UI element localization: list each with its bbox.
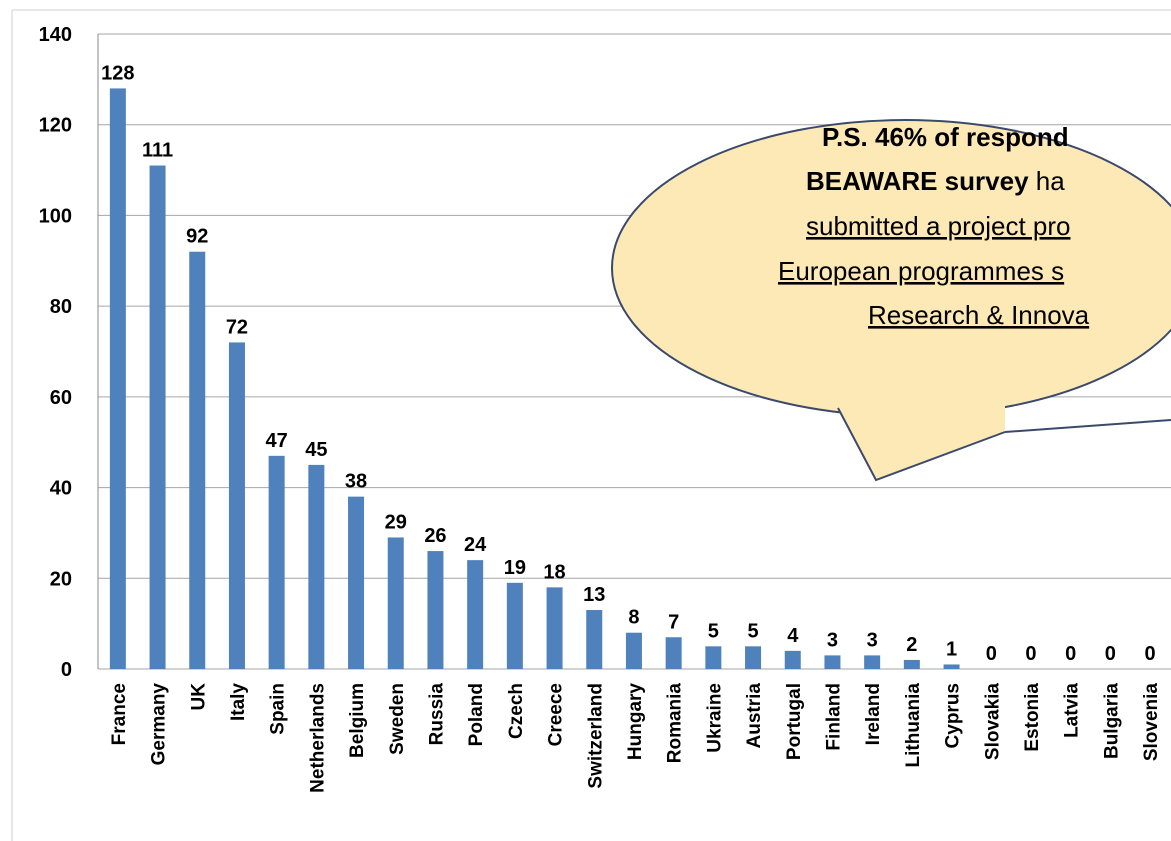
callout-text: ha bbox=[1029, 166, 1066, 196]
x-tick-label: Latvia bbox=[1062, 683, 1083, 738]
bar bbox=[427, 551, 444, 669]
x-tick-label: Spain bbox=[268, 683, 289, 735]
y-tick-label: 80 bbox=[50, 296, 72, 318]
value-label: 47 bbox=[266, 430, 288, 452]
value-label: 92 bbox=[186, 226, 208, 248]
callout-line: Research & Innova bbox=[868, 300, 1090, 330]
x-tick-label: Finland bbox=[823, 683, 844, 751]
y-tick-label: 120 bbox=[39, 115, 72, 137]
callout-line: P.S. 46% of respond bbox=[822, 122, 1069, 152]
x-tick-label: Hungary bbox=[625, 683, 646, 761]
value-label: 13 bbox=[583, 584, 605, 606]
x-tick-label: Slovakia bbox=[982, 683, 1003, 761]
value-label: 24 bbox=[464, 534, 487, 556]
value-label: 0 bbox=[1144, 643, 1155, 665]
x-tick-label: Switzerland bbox=[585, 683, 606, 789]
bar bbox=[625, 632, 642, 669]
bar bbox=[387, 537, 404, 669]
value-label: 5 bbox=[708, 620, 719, 642]
value-label: 18 bbox=[543, 561, 565, 583]
callout-edge bbox=[1004, 419, 1171, 433]
x-tick-label: Ukraine bbox=[704, 683, 725, 753]
value-label: 3 bbox=[827, 629, 838, 651]
value-label: 128 bbox=[101, 62, 134, 84]
value-label: 2 bbox=[906, 634, 917, 656]
x-tick-label: Bulgaria bbox=[1101, 683, 1122, 759]
bar bbox=[864, 655, 881, 669]
bar bbox=[903, 659, 920, 669]
x-tick-label: Cyprus bbox=[943, 683, 964, 748]
x-tick-label: Sweden bbox=[387, 683, 408, 755]
y-tick-label: 60 bbox=[50, 387, 72, 409]
x-tick-label: Lithuania bbox=[903, 683, 924, 768]
bar bbox=[705, 646, 722, 669]
x-tick-label: Austria bbox=[744, 683, 765, 749]
bar bbox=[228, 342, 245, 669]
value-label: 3 bbox=[867, 629, 878, 651]
bar bbox=[109, 88, 126, 669]
callout-tail bbox=[838, 395, 1005, 480]
bar bbox=[308, 464, 325, 669]
x-tick-label: Germany bbox=[149, 683, 170, 766]
x-tick-label: France bbox=[109, 683, 130, 745]
value-label: 0 bbox=[986, 643, 997, 665]
value-label: 5 bbox=[747, 620, 758, 642]
bar bbox=[665, 637, 682, 669]
x-tick-label: Slovenia bbox=[1141, 683, 1162, 762]
bar bbox=[348, 496, 365, 669]
callout-line: European programmes s bbox=[778, 256, 1064, 286]
x-tick-label: Czech bbox=[506, 683, 527, 739]
callout-tail-edge bbox=[837, 407, 1006, 482]
y-tick-label: 40 bbox=[50, 478, 72, 500]
value-label: 29 bbox=[385, 511, 407, 533]
bar bbox=[149, 165, 166, 670]
bar bbox=[506, 582, 523, 669]
value-label: 7 bbox=[668, 611, 679, 633]
value-label: 45 bbox=[305, 439, 327, 461]
value-label: 1 bbox=[946, 638, 957, 660]
y-tick-label: 0 bbox=[61, 659, 72, 681]
bar bbox=[586, 610, 603, 669]
callout-line: BEAWARE survey ha bbox=[806, 166, 1065, 196]
value-label: 72 bbox=[226, 316, 248, 338]
value-label: 8 bbox=[628, 607, 639, 629]
callout-line: submitted a project pro bbox=[806, 211, 1070, 241]
x-tick-label: Estonia bbox=[1022, 683, 1043, 752]
x-tick-label: Poland bbox=[466, 683, 487, 746]
bar bbox=[268, 455, 285, 669]
x-tick-label: Ireland bbox=[863, 683, 884, 745]
callout: P.S. 46% of respond BEAWARE survey ha su… bbox=[611, 119, 1171, 482]
x-tick-label: Belgium bbox=[347, 683, 368, 758]
x-tick-label: UK bbox=[188, 683, 209, 711]
x-tick-label: Creece bbox=[546, 683, 567, 746]
value-label: 19 bbox=[504, 557, 526, 579]
x-tick-label: Romania bbox=[665, 683, 686, 764]
bar bbox=[943, 664, 960, 669]
bar bbox=[467, 560, 484, 669]
y-tick-label: 100 bbox=[39, 205, 72, 227]
bar bbox=[745, 646, 762, 669]
value-label: 0 bbox=[1065, 643, 1076, 665]
value-label: 0 bbox=[1025, 643, 1036, 665]
y-tick-label: 20 bbox=[50, 568, 72, 590]
x-tick-label: Netherlands bbox=[307, 683, 328, 793]
value-label: 38 bbox=[345, 471, 367, 493]
x-tick-label: Portugal bbox=[784, 683, 805, 760]
bar bbox=[189, 251, 206, 669]
bar bbox=[784, 650, 801, 669]
value-label: 4 bbox=[787, 625, 799, 647]
bar bbox=[824, 655, 841, 669]
x-tick-label: Italy bbox=[228, 683, 249, 721]
y-tick-label: 140 bbox=[39, 24, 72, 46]
value-label: 0 bbox=[1105, 643, 1116, 665]
value-label: 26 bbox=[424, 525, 446, 547]
bar bbox=[546, 587, 563, 669]
x-tick-label: Russia bbox=[426, 683, 447, 746]
callout-bold: BEAWARE survey bbox=[806, 166, 1029, 196]
value-label: 111 bbox=[142, 140, 173, 162]
